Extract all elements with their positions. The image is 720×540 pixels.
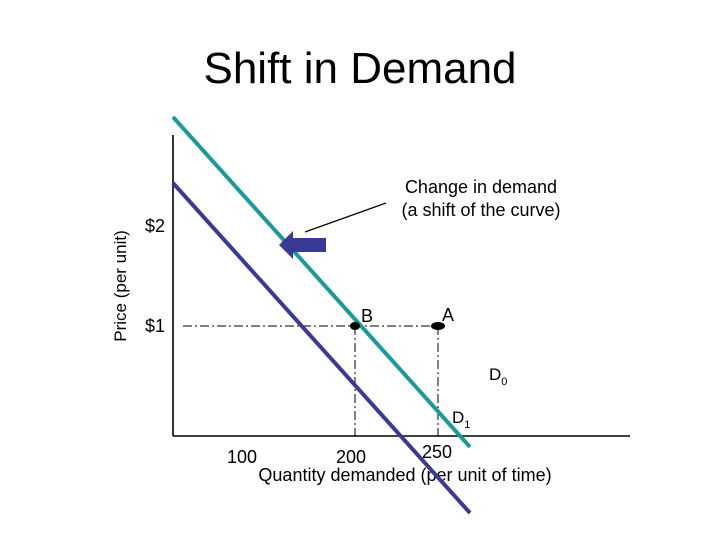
- page-title: Shift in Demand: [203, 44, 517, 93]
- demand-curve-d1: [171, 181, 472, 515]
- point-a-marker: [431, 322, 445, 330]
- annotation-line-1: Change in demand: [405, 177, 557, 197]
- x-tick-label: 250: [422, 442, 452, 462]
- y-axis-label: Price (per unit): [111, 230, 130, 341]
- y-tick-label: $1: [145, 316, 165, 336]
- curve-label-d0: D0: [489, 365, 507, 388]
- demand-curve-d0: [171, 115, 472, 449]
- x-tick-label: 200: [336, 447, 366, 467]
- shift-left-arrow-icon: [279, 231, 326, 259]
- point-a-label: A: [442, 305, 454, 325]
- point-b-label: B: [361, 306, 373, 326]
- x-axis-label: Quantity demanded (per unit of time): [258, 465, 551, 485]
- annotation-line-2: (a shift of the curve): [401, 200, 560, 220]
- y-tick-label: $2: [145, 216, 165, 236]
- curve-label-d1: D1: [452, 408, 470, 431]
- annotation-pointer: [304, 202, 387, 233]
- x-tick-label: 100: [227, 447, 257, 467]
- point-b-marker: [350, 322, 360, 330]
